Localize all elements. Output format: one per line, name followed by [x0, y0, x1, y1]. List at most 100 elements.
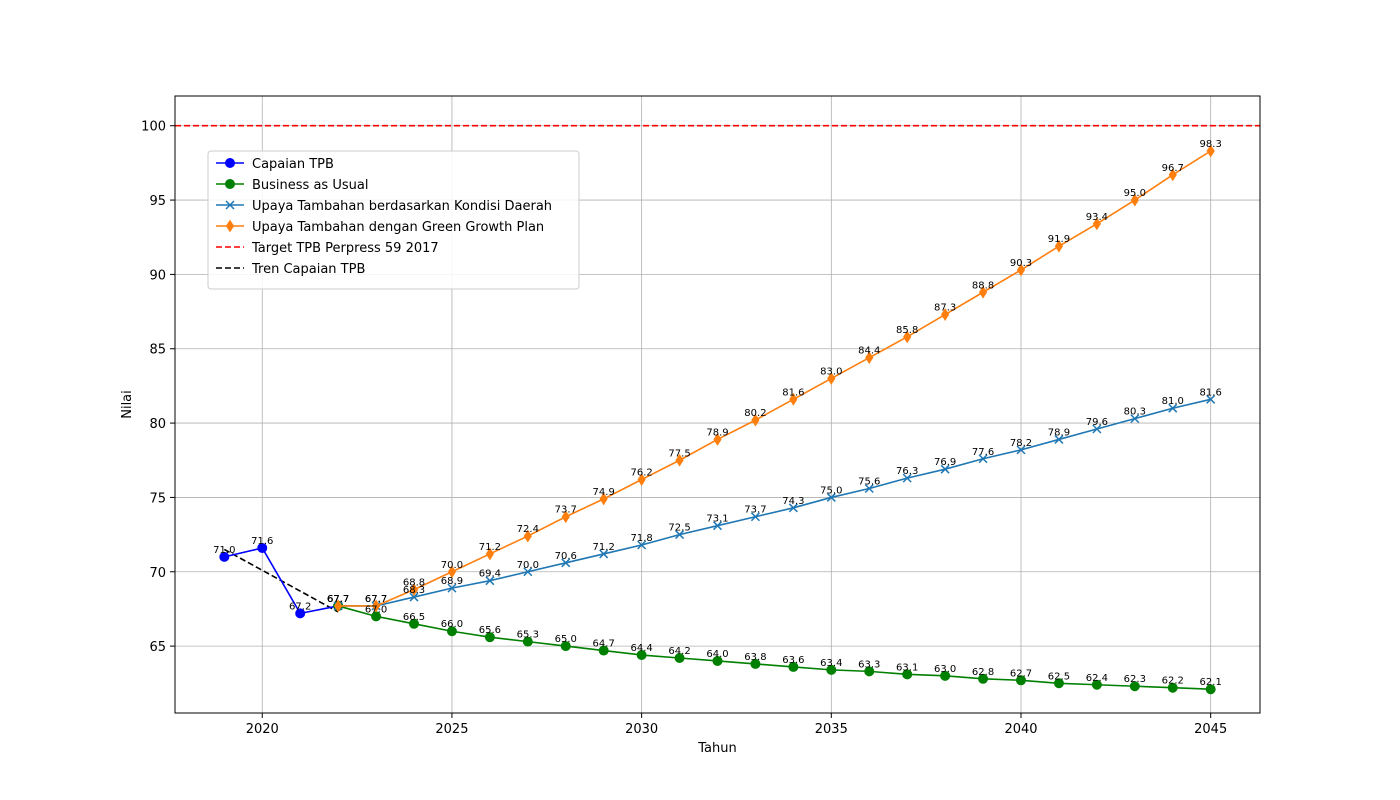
data-point-upaya-tambahan-berdasarkan-kondisi-daerah — [637, 540, 647, 550]
data-label-upaya-tambahan-dengan-green-growth-plan: 96.7 — [1162, 163, 1184, 174]
data-point-upaya-tambahan-berdasarkan-kondisi-daerah — [675, 530, 685, 540]
data-label-upaya-tambahan-berdasarkan-kondisi-daerah: 80.3 — [1124, 407, 1146, 418]
data-label-business-as-usual: 65.6 — [479, 625, 501, 636]
data-label-business-as-usual: 62.5 — [1048, 671, 1070, 682]
data-label-business-as-usual: 64.7 — [593, 639, 615, 650]
data-label-upaya-tambahan-dengan-green-growth-plan: 68.8 — [403, 578, 425, 589]
data-point-upaya-tambahan-dengan-green-growth-plan — [1054, 239, 1064, 253]
data-label-upaya-tambahan-dengan-green-growth-plan: 70.0 — [441, 560, 463, 571]
data-label-business-as-usual: 63.0 — [934, 664, 956, 675]
data-label-upaya-tambahan-dengan-green-growth-plan: 78.9 — [706, 427, 728, 438]
data-point-upaya-tambahan-berdasarkan-kondisi-daerah — [447, 583, 457, 593]
data-point-upaya-tambahan-berdasarkan-kondisi-daerah — [788, 503, 798, 513]
data-point-business-as-usual — [1205, 684, 1216, 695]
data-point-capaian-tpb — [219, 551, 230, 562]
data-label-upaya-tambahan-dengan-green-growth-plan: 98.3 — [1200, 139, 1222, 150]
data-label-upaya-tambahan-dengan-green-growth-plan: 67.7 — [365, 594, 387, 605]
data-point-upaya-tambahan-dengan-green-growth-plan — [409, 583, 419, 597]
data-label-upaya-tambahan-dengan-green-growth-plan: 74.9 — [593, 487, 615, 498]
legend: Capaian TPB Business as Usual Upaya Tambah… — [207, 150, 580, 290]
series-line-business-as-usual — [337, 605, 1211, 691]
data-point-upaya-tambahan-dengan-green-growth-plan — [334, 599, 343, 613]
data-label-upaya-tambahan-berdasarkan-kondisi-daerah: 74.3 — [782, 496, 804, 507]
legend-label: Capaian TPB — [252, 157, 334, 172]
data-label-upaya-tambahan-berdasarkan-kondisi-daerah: 67.7 — [365, 594, 387, 605]
legend-label: Upaya Tambahan dengan Green Growth Plan — [252, 220, 544, 235]
data-label-capaian-tpb: 71.0 — [213, 545, 235, 556]
data-label-business-as-usual: 63.8 — [744, 652, 766, 663]
data-point-business-as-usual — [940, 670, 951, 681]
data-point-upaya-tambahan-dengan-green-growth-plan — [1130, 193, 1139, 207]
data-point-upaya-tambahan-berdasarkan-kondisi-daerah — [1168, 403, 1178, 413]
data-point-business-as-usual — [750, 658, 761, 669]
data-label-upaya-tambahan-berdasarkan-kondisi-daerah: 75.6 — [858, 477, 880, 488]
data-labels: 71.071.667.267.767.767.066.566.065.6 65.3… — [213, 139, 1222, 688]
series-lines — [219, 144, 1216, 695]
data-point-upaya-tambahan-berdasarkan-kondisi-daerah — [864, 483, 874, 494]
data-label-capaian-tpb: 67.7 — [327, 594, 349, 605]
data-label-business-as-usual: 62.7 — [1010, 668, 1032, 679]
data-point-upaya-tambahan-berdasarkan-kondisi-daerah — [561, 558, 571, 568]
legend-box — [207, 150, 580, 290]
axis-ticks: 2020 2025 2030 2035 2040 2045 65 70 75 80 85 90 95 10… — [141, 120, 1227, 737]
data-point-upaya-tambahan-berdasarkan-kondisi-daerah — [750, 512, 760, 522]
data-label-upaya-tambahan-dengan-green-growth-plan: 71.2 — [479, 542, 501, 553]
data-point-upaya-tambahan-dengan-green-growth-plan — [827, 372, 836, 385]
data-label-upaya-tambahan-dengan-green-growth-plan: 72.4 — [517, 524, 539, 535]
data-point-upaya-tambahan-berdasarkan-kondisi-daerah — [1016, 445, 1026, 455]
data-label-upaya-tambahan-dengan-green-growth-plan: 83.0 — [820, 366, 842, 377]
y-tick-label: 100 — [141, 120, 166, 135]
data-point-business-as-usual — [826, 664, 837, 675]
legend-label: Upaya Tambahan berdasarkan Kondisi Daera… — [252, 199, 552, 214]
data-point-upaya-tambahan-dengan-green-growth-plan — [903, 330, 912, 344]
data-label-business-as-usual: 66.0 — [441, 619, 463, 630]
data-label-upaya-tambahan-berdasarkan-kondisi-daerah: 68.9 — [441, 576, 463, 587]
data-label-business-as-usual: 63.3 — [858, 659, 880, 670]
x-tick-label: 2045 — [1194, 722, 1227, 737]
series-line-capaian-tpb — [224, 547, 339, 615]
data-label-upaya-tambahan-dengan-green-growth-plan: 80.2 — [744, 408, 766, 419]
legend-item: Capaian TPB — [216, 157, 334, 172]
data-point-upaya-tambahan-berdasarkan-kondisi-daerah — [599, 549, 609, 559]
data-point-upaya-tambahan-dengan-green-growth-plan — [1206, 144, 1215, 158]
legend-label: Tren Capaian TPB — [251, 262, 365, 277]
data-label-upaya-tambahan-berdasarkan-kondisi-daerah: 73.1 — [706, 514, 728, 525]
data-label-business-as-usual: 63.4 — [820, 658, 842, 669]
data-label-upaya-tambahan-dengan-green-growth-plan: 76.2 — [630, 468, 652, 479]
series-line-upaya-tambahan-dengan-green-growth-plan — [338, 150, 1212, 607]
data-label-upaya-tambahan-berdasarkan-kondisi-daerah: 75.0 — [820, 485, 842, 496]
data-label-upaya-tambahan-berdasarkan-kondisi-daerah: 71.2 — [593, 542, 615, 553]
data-point-upaya-tambahan-dengan-green-growth-plan — [713, 433, 722, 446]
legend-item: Upaya Tambahan dengan Green Growth Plan — [216, 219, 544, 235]
data-point-upaya-tambahan-berdasarkan-kondisi-daerah — [712, 521, 723, 531]
data-point-upaya-tambahan-dengan-green-growth-plan — [675, 453, 684, 467]
data-point-business-as-usual — [864, 666, 875, 677]
data-label-capaian-tpb: 67.2 — [289, 601, 311, 612]
legend-label: Target TPB Perpress 59 2017 — [251, 241, 439, 256]
data-label-upaya-tambahan-berdasarkan-kondisi-daerah: 76.3 — [896, 466, 918, 477]
data-label-upaya-tambahan-berdasarkan-kondisi-daerah: 72.5 — [668, 523, 690, 534]
y-tick-label: 90 — [149, 268, 166, 283]
data-point-business-as-usual — [674, 652, 685, 663]
data-point-upaya-tambahan-dengan-green-growth-plan — [751, 413, 760, 427]
data-label-business-as-usual: 63.1 — [896, 662, 918, 673]
data-point-capaian-tpb — [257, 542, 268, 553]
data-label-upaya-tambahan-dengan-green-growth-plan: 84.4 — [858, 346, 880, 357]
data-point-upaya-tambahan-dengan-green-growth-plan — [978, 285, 988, 299]
y-tick-label: 65 — [149, 640, 166, 655]
data-label-upaya-tambahan-berdasarkan-kondisi-daerah: 70.0 — [517, 560, 539, 571]
data-label-upaya-tambahan-berdasarkan-kondisi-daerah: 73.7 — [744, 505, 766, 516]
data-point-business-as-usual — [598, 645, 609, 656]
x-axis-label: Tahun — [697, 741, 736, 756]
data-label-upaya-tambahan-berdasarkan-kondisi-daerah: 78.9 — [1048, 427, 1070, 438]
data-label-business-as-usual: 64.4 — [630, 643, 652, 654]
data-point-upaya-tambahan-dengan-green-growth-plan — [485, 547, 494, 561]
data-point-upaya-tambahan-berdasarkan-kondisi-daerah — [902, 473, 912, 483]
data-label-upaya-tambahan-berdasarkan-kondisi-daerah: 71.8 — [630, 533, 652, 544]
data-label-upaya-tambahan-berdasarkan-kondisi-daerah: 76.9 — [934, 457, 956, 468]
data-point-upaya-tambahan-dengan-green-growth-plan — [447, 565, 457, 579]
data-label-business-as-usual: 62.2 — [1162, 676, 1184, 687]
data-label-upaya-tambahan-berdasarkan-kondisi-daerah: 79.6 — [1086, 417, 1108, 428]
data-point-capaian-tpb — [295, 608, 306, 619]
